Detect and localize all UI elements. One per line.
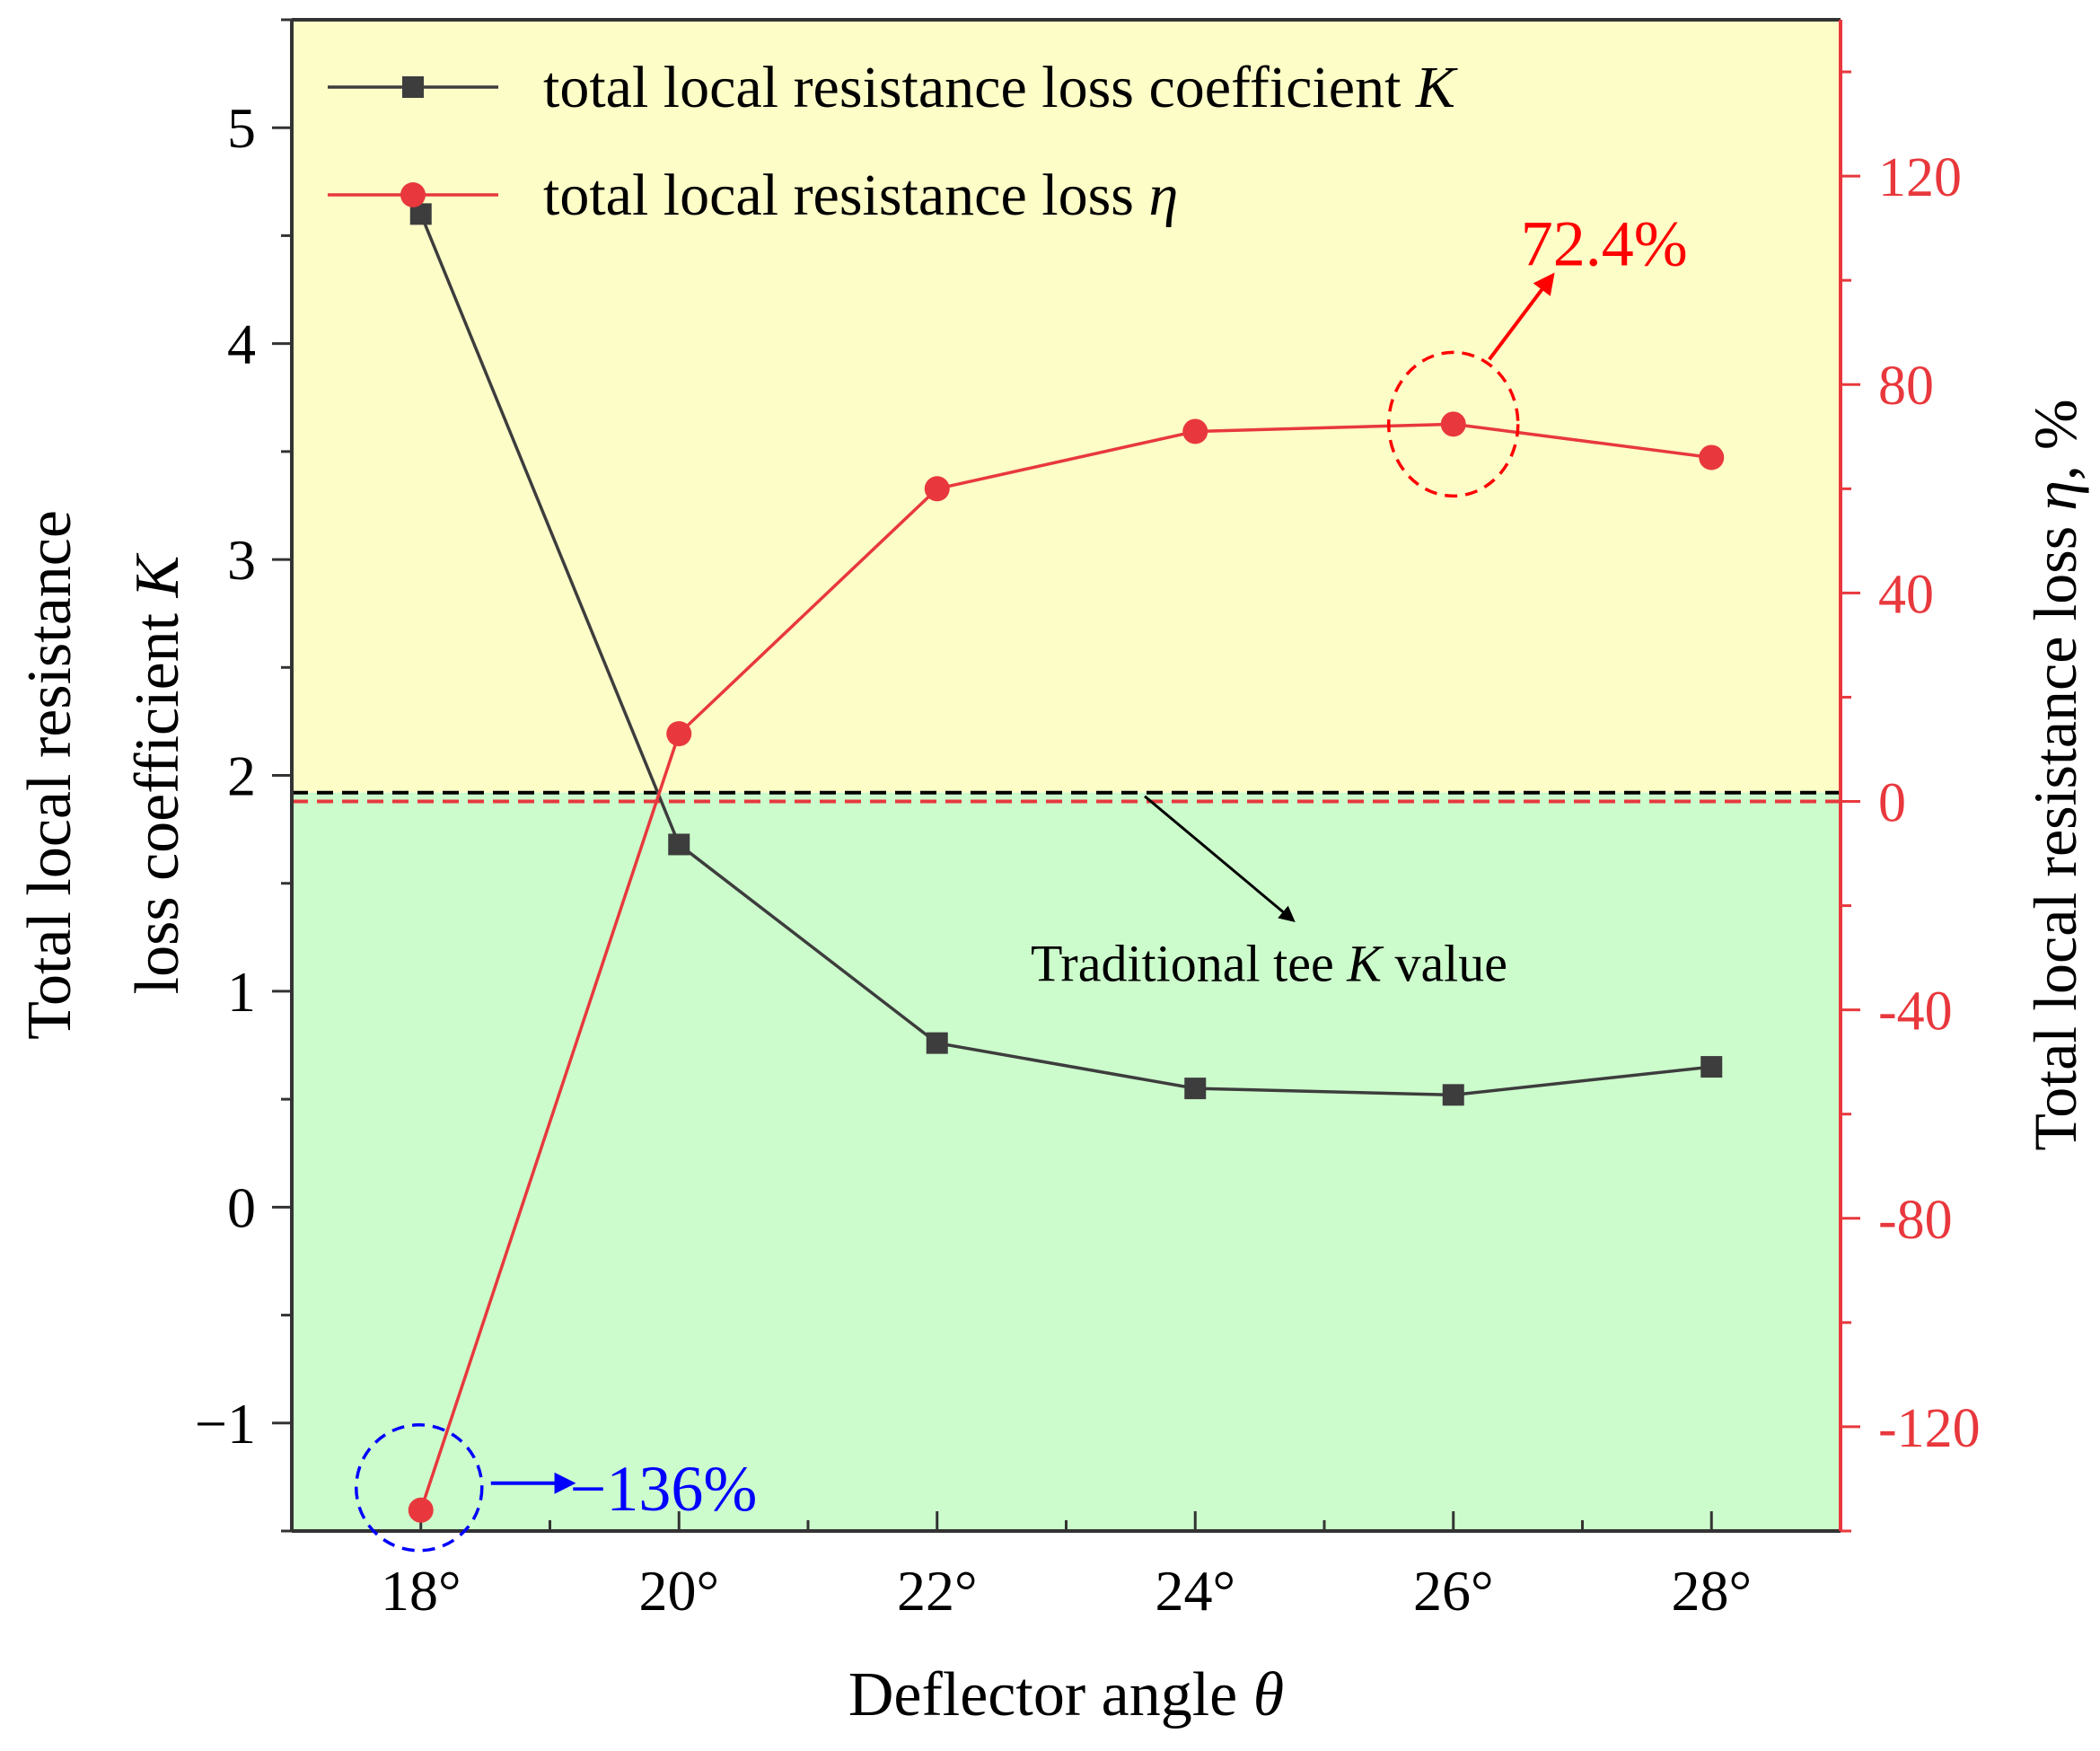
legend-marker-circle: [400, 182, 426, 207]
left-tick-label: 3: [227, 528, 256, 592]
data-point-square: [1442, 1084, 1464, 1106]
left-tick-label: −1: [195, 1392, 256, 1456]
data-point-circle: [1440, 411, 1466, 437]
region-1: [292, 792, 1841, 1531]
left-axis-label-line1: Total local resistance: [15, 510, 84, 1040]
data-point-square: [926, 1032, 948, 1054]
legend-marker-square: [402, 76, 424, 98]
right-tick-label: -120: [1878, 1398, 1981, 1459]
right-tick-label: 0: [1878, 773, 1906, 834]
reference-arrow: [1144, 795, 1296, 923]
reference-label: Traditional tee K value: [1031, 935, 1507, 993]
data-point-square: [1184, 1078, 1207, 1100]
data-point-circle: [924, 476, 950, 502]
axes: 5 4 3 2 1 0 −1 120 80 40 0 -40 -80 -120 18° 20° 22° 24° 26…: [195, 18, 1981, 1623]
x-tick-label: 24°: [1155, 1559, 1235, 1623]
left-tick-label: 1: [227, 960, 256, 1024]
annotation-min-value: −136%: [570, 1453, 758, 1525]
data-point-circle: [408, 1497, 434, 1523]
background-regions: [292, 20, 1841, 1531]
right-tick-label: -40: [1878, 981, 1953, 1043]
x-tick-label: 20°: [638, 1559, 719, 1623]
annotation-max-value: 72.4%: [1521, 207, 1688, 279]
right-tick-label: 80: [1878, 356, 1934, 417]
x-tick-label: 22°: [897, 1559, 978, 1623]
left-tick-label: 5: [227, 96, 256, 160]
left-tick-label: 4: [227, 312, 256, 376]
left-tick-label: 0: [227, 1175, 256, 1239]
data-series: [408, 203, 1725, 1523]
legend-label-0: total local resistance loss coefficient …: [543, 55, 1458, 120]
right-tick-label: -80: [1878, 1190, 1953, 1251]
x-tick-label: 26°: [1413, 1559, 1494, 1623]
left-axis-label-line2: loss coefficient K: [123, 552, 192, 994]
legend: total local resistance loss coefficient …: [328, 55, 1458, 228]
series-line-1: [419, 422, 1712, 1511]
x-tick-label: 28°: [1671, 1559, 1752, 1623]
left-tick-label: 2: [227, 744, 256, 808]
highlight-circle-max: [1387, 350, 1520, 498]
highlight-circle-min: [355, 1423, 484, 1553]
x-axis-label: Deflector angle θ: [848, 1660, 1284, 1729]
x-tick-label: 18°: [381, 1559, 461, 1623]
right-tick-label: 120: [1878, 147, 1962, 208]
data-point-square: [668, 833, 690, 856]
data-point-circle: [666, 721, 692, 747]
right-tick-label: 40: [1878, 564, 1934, 625]
series-line-0: [419, 213, 1712, 1097]
highlight-arrow-max: [1488, 272, 1555, 361]
right-axis-label: Total local resistance loss η, %: [2021, 399, 2089, 1150]
data-point-circle: [1699, 444, 1725, 471]
data-point-circle: [1182, 418, 1208, 444]
data-point-square: [1700, 1056, 1723, 1078]
annotations: Traditional tee K value 72.4% −136%: [355, 207, 1688, 1553]
reference-lines: [292, 790, 1841, 804]
region-0: [292, 20, 1841, 793]
axis-labels: Deflector angle θ Total local resistance l…: [15, 399, 2089, 1729]
legend-label-1: total local resistance loss η: [543, 163, 1178, 228]
